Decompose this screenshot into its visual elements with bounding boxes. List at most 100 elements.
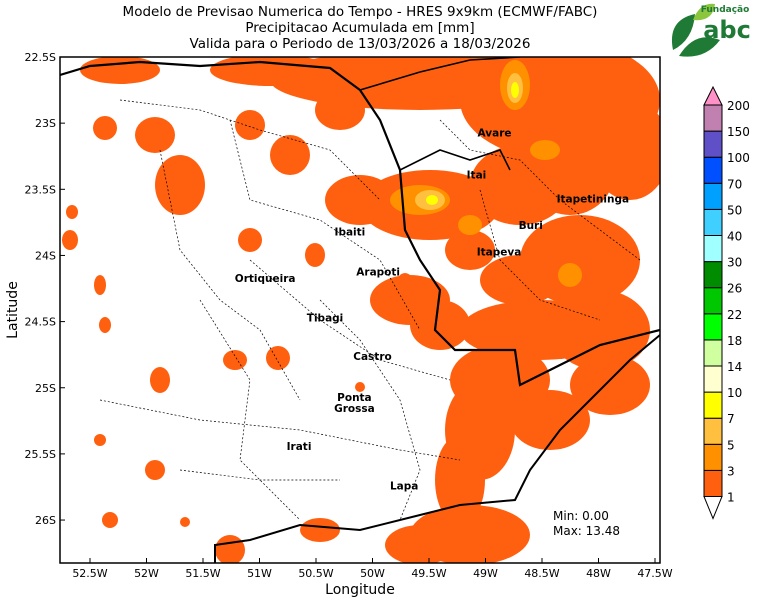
x-tick-label: 52.5W — [72, 567, 107, 580]
state-border-south — [214, 334, 660, 563]
rain-area-light — [80, 57, 160, 84]
x-tick-label: 49W — [473, 567, 498, 580]
city-label: Castro — [353, 351, 391, 363]
colorbar-label: 50 — [727, 203, 742, 217]
city-label: Arapoti — [356, 266, 400, 278]
rain-area-light — [223, 350, 247, 370]
title-line-2: Precipitacao Acumulada em [mm] — [245, 20, 475, 36]
y-tick-label: 24.5S — [25, 316, 56, 329]
rain-area-light — [315, 90, 365, 130]
logo-text-main: abc — [703, 16, 751, 44]
colorbar-label: 200 — [727, 99, 750, 113]
colorbar-label: 18 — [727, 334, 742, 348]
colorbar-box — [703, 182, 723, 210]
y-tick-label: 26S — [35, 514, 56, 527]
colorbar-label: 22 — [727, 308, 742, 322]
map-frame — [59, 56, 661, 564]
rain-area-light — [266, 346, 290, 370]
x-tick-label: 51W — [247, 567, 272, 580]
colorbar-box — [703, 287, 723, 315]
rain-area-light — [385, 525, 455, 563]
y-axis-label: Latitude — [5, 281, 21, 339]
rain-area-light — [215, 535, 245, 563]
rain-area-light — [300, 518, 340, 542]
rain-area-light — [102, 512, 118, 528]
colorbar-label: 5 — [727, 438, 735, 452]
rain-area-light — [66, 205, 78, 219]
municipal-border — [119, 99, 381, 201]
colorbar-over-triangle — [703, 85, 723, 106]
colorbar-box — [703, 313, 723, 341]
municipal-border — [179, 469, 340, 481]
rain-area-light — [397, 273, 413, 293]
x-tick-label: 52W — [134, 567, 159, 580]
y-tick-label: 22.5S — [25, 51, 56, 64]
x-tick-label: 49.5W — [411, 567, 446, 580]
colorbar-label: 30 — [727, 256, 742, 270]
rain-area-light — [270, 135, 310, 175]
rain-area-light — [93, 116, 117, 140]
city-label: Grossa — [334, 403, 375, 415]
colorbar-label: 10 — [727, 386, 742, 400]
colorbar-box — [703, 365, 723, 393]
rain-area-light — [570, 355, 650, 415]
y-tick-label: 25S — [35, 382, 56, 395]
colorbar-box — [703, 235, 723, 263]
colorbar-box — [703, 130, 723, 158]
municipal-border — [249, 259, 451, 381]
rain-area-medium — [530, 140, 560, 160]
rain-area-light — [62, 230, 78, 250]
x-tick-label: 47.5W — [637, 567, 672, 580]
rain-area-light — [99, 317, 111, 333]
rain-area-light — [355, 382, 365, 392]
y-tick-label: 24S — [35, 249, 56, 262]
min-value: Min: 0.00 — [553, 509, 609, 523]
rain-area-medium — [558, 263, 582, 287]
rain-area-light — [145, 460, 165, 480]
colorbar-label: 14 — [727, 360, 742, 374]
rain-area-light — [94, 434, 106, 446]
logo-text-top: Fundação — [701, 5, 750, 15]
municipal-border — [99, 399, 461, 461]
colorbar-box — [703, 339, 723, 367]
city-label: Itapetininga — [557, 194, 629, 206]
colorbar-box — [703, 391, 723, 419]
city-label: Irati — [287, 441, 312, 453]
rain-area-medium — [458, 215, 482, 235]
rain-area-light — [180, 517, 190, 527]
y-tick-label: 23.5S — [25, 183, 56, 196]
rain-area-light — [445, 230, 495, 270]
municipal-border — [199, 299, 301, 521]
title-line-1: Modelo de Previsao Numerica do Tempo - H… — [122, 4, 598, 20]
city-label: Ortiqueira — [235, 273, 296, 285]
rain-area-light — [435, 435, 485, 525]
city-label: Avare — [478, 127, 512, 139]
city-label: Ibaiti — [335, 227, 366, 239]
city-label: Itapeva — [477, 246, 522, 258]
logo: Fundação abc — [671, 3, 751, 57]
colorbar: 1 3 5 7 10 14 18 22 26 30 40 50 70 100 150 200 — [703, 85, 750, 520]
colorbar-label: 40 — [727, 230, 742, 244]
colorbar-label: 26 — [727, 282, 742, 296]
city-label: Ponta — [337, 392, 372, 404]
x-axis-label: Longitude — [325, 582, 395, 598]
colorbar-under-triangle — [703, 496, 723, 520]
colorbar-box — [703, 417, 723, 445]
city-label: Tibagi — [307, 313, 343, 325]
colorbar-label: 150 — [727, 125, 750, 139]
rain-area-light — [94, 275, 106, 295]
precip-field — [60, 57, 660, 563]
rain-area-light — [305, 243, 325, 267]
colorbar-label: 70 — [727, 177, 742, 191]
rain-area-light — [510, 390, 590, 450]
municipal-border — [319, 299, 421, 521]
map-plot: 52.5W 52W 51.5W 51W 50.5W 50W 49.5W 49W 48.5W 48W… — [5, 51, 673, 598]
rain-area-light — [150, 367, 170, 393]
rain-area-light — [550, 290, 650, 370]
colorbar-box — [703, 156, 723, 184]
colorbar-box — [703, 208, 723, 236]
x-tick-label: 50W — [360, 567, 385, 580]
title-line-3: Valida para o Periodo de 13/03/2026 a 18… — [189, 36, 531, 52]
x-tick-label: 48.5W — [524, 567, 559, 580]
